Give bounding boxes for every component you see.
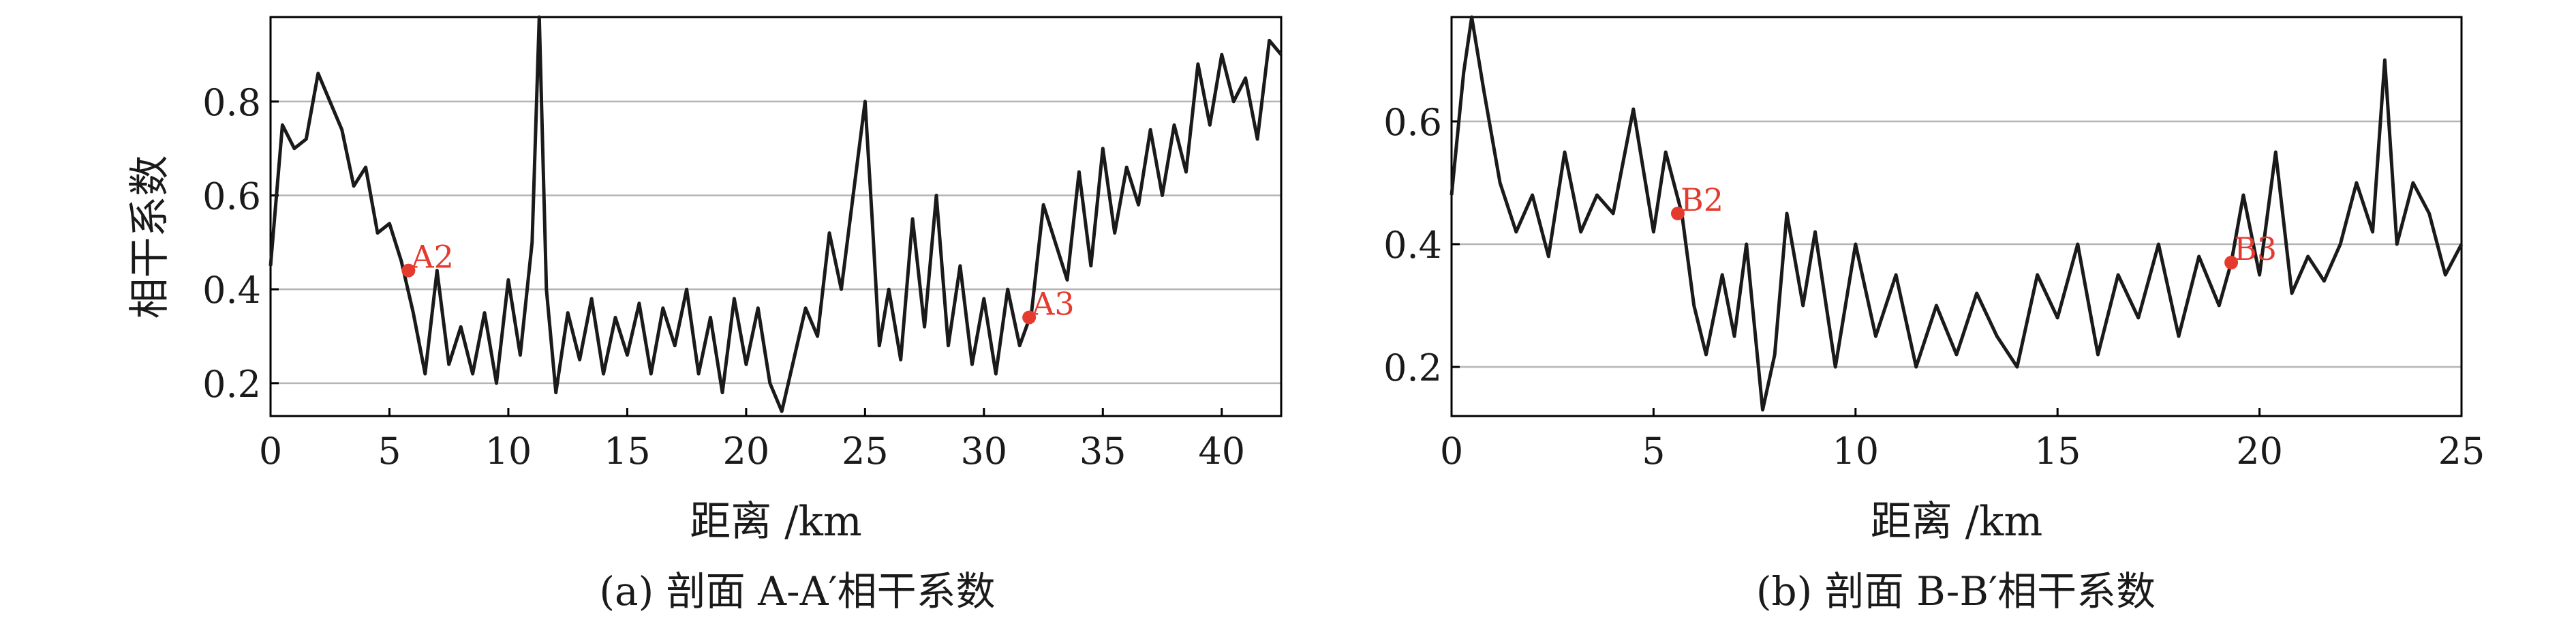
- x-tick-label-8: 40: [1198, 430, 1245, 473]
- caption-b: (b) 剖面 B-B′相干系数: [1755, 568, 2156, 614]
- annotation-point-a3: [1022, 310, 1037, 325]
- plot-frame: [1450, 16, 2463, 417]
- chart-b: 0.2 0.4 0.6 0 5 10 15 20 25 B2 B3 距离 /km: [1383, 15, 2485, 546]
- x-axis-label: 距离 /km: [1871, 498, 2043, 546]
- series-line-0: [269, 15, 1283, 413]
- x-tick-label-5: 25: [2438, 430, 2485, 473]
- plot-frame: [269, 16, 1283, 417]
- annotation-point-b3: [2224, 256, 2239, 269]
- y-tick-label-3: 0.8: [202, 81, 261, 124]
- annotation-label-b3: B3: [2234, 231, 2277, 267]
- x-tick-label-1: 5: [1642, 430, 1665, 473]
- series-line-0: [1450, 15, 2464, 412]
- x-tick-label-1: 5: [378, 430, 401, 473]
- y-tick-label-1: 0.4: [202, 269, 261, 312]
- x-tick-label-3: 15: [604, 430, 651, 473]
- y-tick-label-2: 0.6: [202, 175, 261, 218]
- x-tick-label-4: 20: [2236, 430, 2283, 473]
- annotation-label-a3: A3: [1031, 285, 1075, 322]
- annotation-point-a2: [401, 263, 416, 278]
- x-axis-label: 距离 /km: [690, 498, 862, 546]
- x-tick-label-2: 10: [1832, 430, 1879, 473]
- x-tick-label-4: 20: [723, 430, 770, 473]
- x-tick-label-5: 25: [842, 430, 889, 473]
- annotation-point-b2: [1670, 207, 1685, 220]
- y-tick-label-2: 0.6: [1383, 101, 1442, 144]
- annotation-label-a2: A2: [410, 239, 454, 276]
- y-tick-label-0: 0.2: [202, 363, 261, 406]
- x-tick-label-0: 0: [259, 430, 282, 473]
- annotation-label-b2: B2: [1681, 181, 1723, 218]
- y-tick-label-0: 0.2: [1383, 346, 1442, 389]
- x-tick-label-6: 30: [960, 430, 1007, 473]
- x-tick-label-2: 10: [485, 430, 532, 473]
- caption-a: (a) 剖面 A-A′相干系数: [599, 568, 996, 614]
- y-tick-label-1: 0.4: [1383, 224, 1442, 267]
- x-tick-label-3: 15: [2034, 430, 2081, 473]
- chart-a: 0.2 0.4 0.6 0.8 0 5 10 15 20 25 30 35 40 A2 A3 距离 /km 相干…: [126, 15, 1283, 546]
- y-axis-label: 相干系数: [126, 156, 174, 319]
- x-tick-label-7: 35: [1079, 430, 1126, 473]
- x-tick-label-0: 0: [1440, 430, 1463, 473]
